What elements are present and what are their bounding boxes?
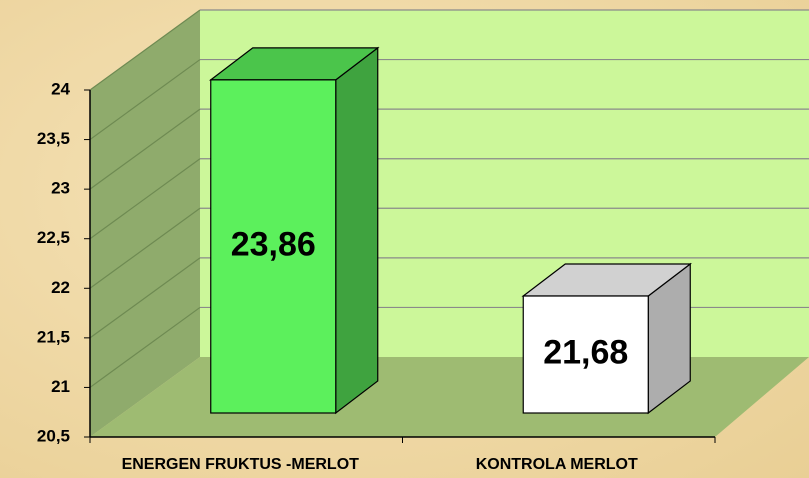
y-tick-label: 23 — [51, 179, 70, 198]
grid-line — [89, 158, 201, 240]
x-tick-label: KONTROLA MERLOT — [476, 456, 638, 473]
y-tick-label: 22 — [51, 278, 70, 297]
side-wall — [90, 10, 200, 437]
grid-line — [89, 306, 201, 388]
floor — [90, 357, 809, 437]
x-tick-label: ENERGEN FRUKTUS -MERLOT — [122, 456, 360, 473]
grid-line — [89, 207, 201, 289]
y-tick-label: 22,5 — [37, 228, 70, 247]
bar-side — [335, 46, 379, 415]
y-tick-label: 23,5 — [37, 129, 70, 148]
data-label: 23,86 — [231, 225, 316, 263]
bar — [210, 79, 337, 414]
grid-line — [89, 9, 201, 91]
y-tick-label: 21,5 — [37, 327, 70, 346]
grid-line — [89, 257, 201, 339]
y-tick-label: 21 — [51, 377, 70, 396]
y-tick-label: 20,5 — [37, 426, 70, 445]
data-label: 21,68 — [543, 333, 628, 371]
grid-line — [89, 59, 201, 141]
grid-line — [89, 108, 201, 190]
bar — [522, 295, 649, 414]
y-tick-label: 24 — [51, 79, 70, 98]
